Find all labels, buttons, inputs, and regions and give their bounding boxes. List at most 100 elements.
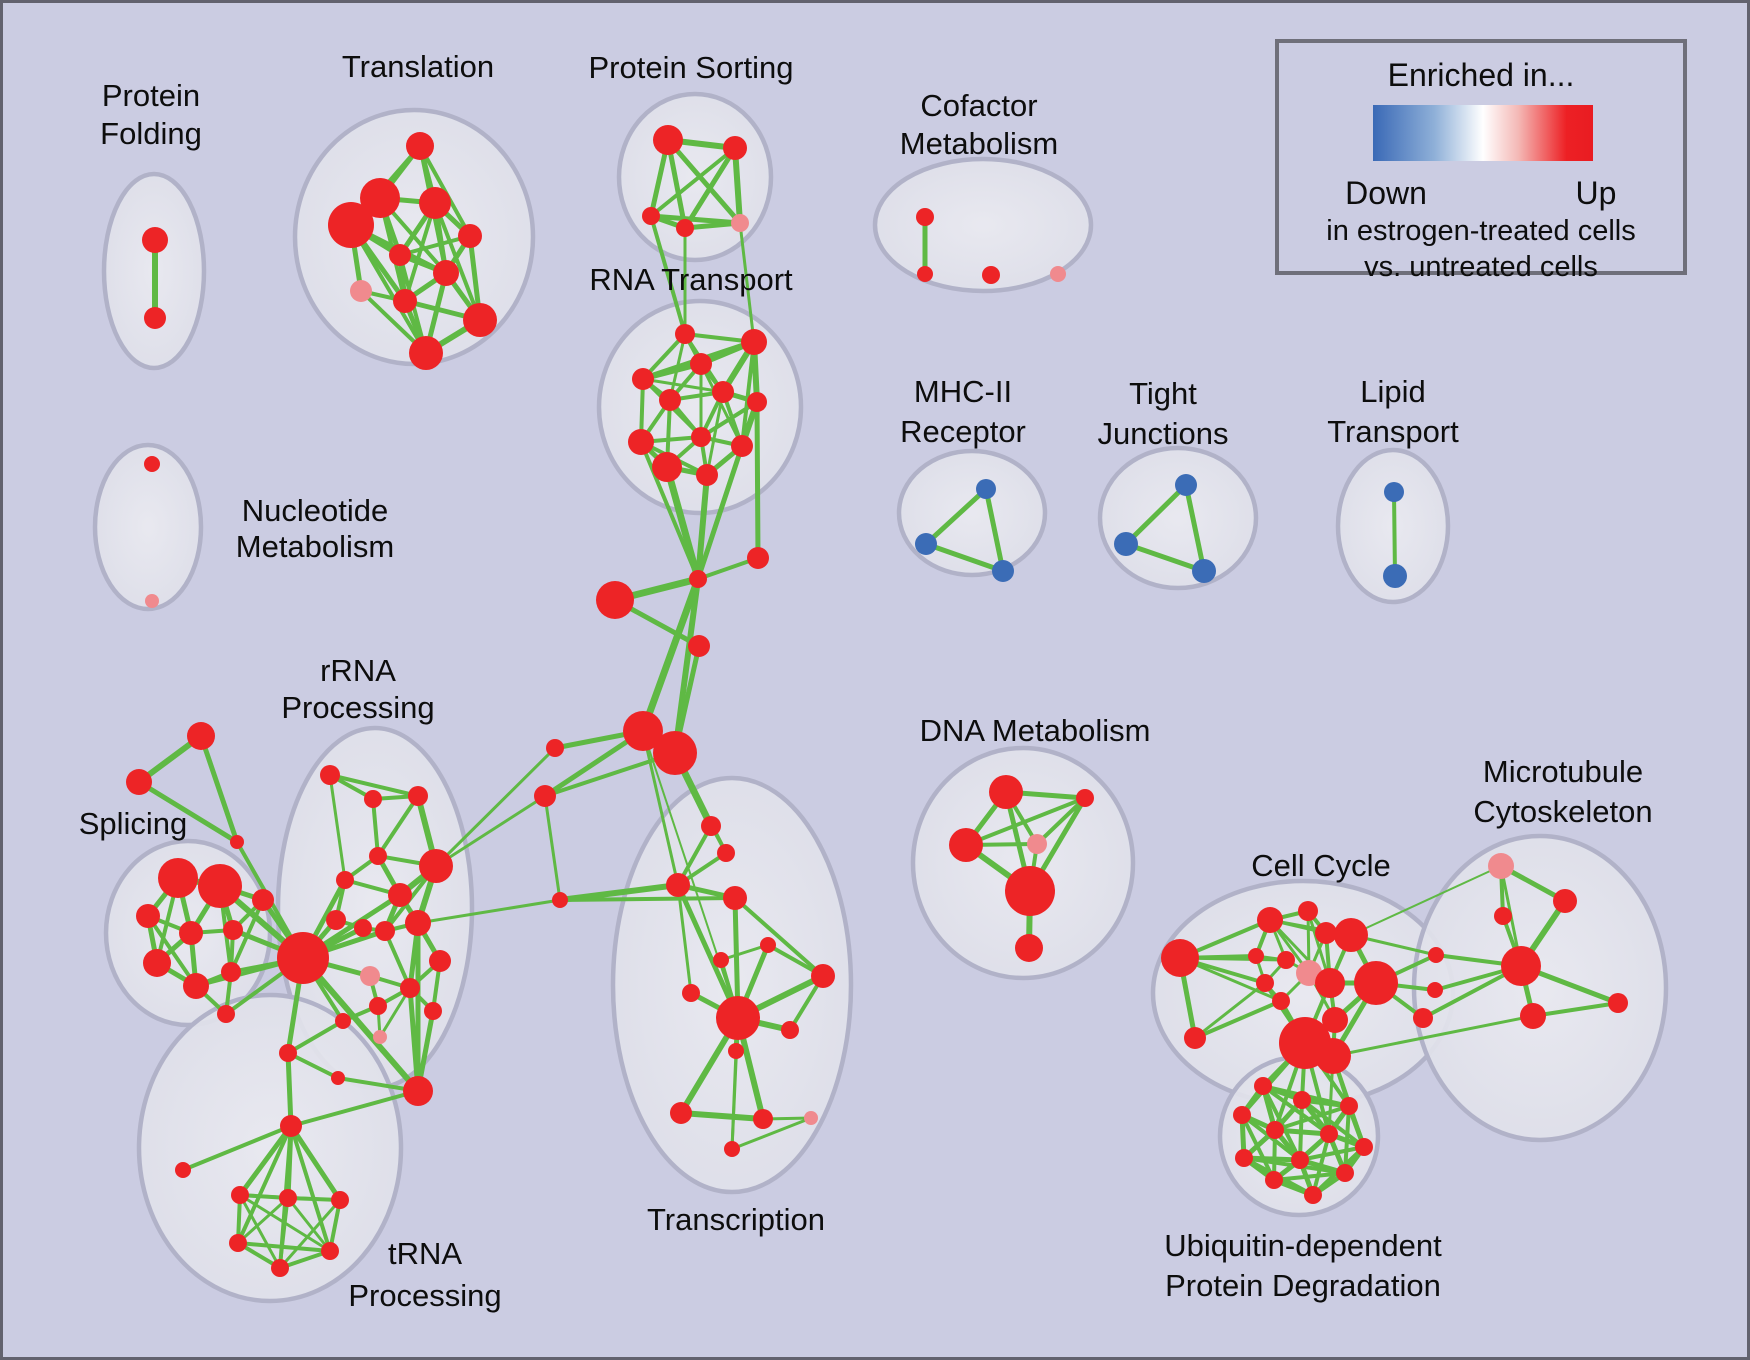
rna-transport-gene-set-node [652,452,682,482]
cell-cycle-gene-set-node [1256,974,1274,992]
ubiquitin-degradation-edge [1273,1104,1351,1132]
dna-metabolism-edge [964,796,1087,847]
splicing-satellite-gene-set-node [126,769,152,795]
splicing-satellite-gene-set-node [230,835,244,849]
connectors-edge [672,576,701,756]
translation-label: Translation [342,49,494,84]
transcription-edge [733,896,825,978]
connectors-gene-set-node [546,739,564,757]
protein-folding-gene-set-node [142,227,168,253]
rrna-processing-edge [376,794,420,858]
ubiquitin-degradation-gene-set-node [1355,1138,1373,1156]
rrna-processing-gene-set-node [364,790,382,808]
dna-metabolism-gene-set-node [1015,934,1043,962]
rna-transport-gene-set-node [747,392,767,412]
rrna-processing-gene-set-node [369,847,387,865]
rrna-processing-gene-set-node [331,1071,345,1085]
protein-sorting-gene-set-node [653,125,683,155]
splicing-gene-set-node [221,962,241,982]
dna-metabolism-gene-set-node [949,828,983,862]
splicing-gene-set-node [198,864,242,908]
rrna-processing-gene-set-node [388,883,412,907]
tight-junctions-edge [1123,541,1207,574]
cell-cycle-gene-set-node [1334,918,1368,952]
rna-transport-gene-set-node [696,464,718,486]
cell-cycle-gene-set-node [1272,992,1290,1010]
translation-edge [403,201,437,303]
translation-gene-set-node [458,224,482,248]
cell-cycle-gene-set-node [1184,1027,1206,1049]
trna-processing-edge [237,1123,294,1198]
rrna-processing-edge [286,1051,340,1080]
inter-cluster-edge [641,729,680,887]
ubiquitin-degradation-gene-set-node [1235,1149,1253,1167]
node-layer [126,125,1628,1277]
transcription-edge [558,896,737,902]
translation-gene-set-node [463,303,497,337]
dna-metabolism-gene-set-node [1027,834,1047,854]
connectors-gene-set-node [623,711,663,751]
cell-cycle-gene-set-node [1315,1038,1351,1074]
trna-processing-gene-set-node [279,1189,297,1207]
microtubule-cytoskeleton-label: Microtubule Cytoskeleton [1473,754,1652,829]
transcription-gene-set-node [666,873,690,897]
translation-gene-set-node [389,244,411,266]
rrna-processing-gene-set-node [277,932,329,984]
protein-sorting-label: Protein Sorting [588,50,793,85]
connectors-gene-set-node [688,635,710,657]
rna-transport-gene-set-node [690,353,712,375]
inter-cluster-edge [639,440,700,581]
ubiquitin-degradation-gene-set-node [1293,1091,1311,1109]
transcription-gene-set-node [716,996,760,1040]
mhc-ii-receptor-gene-set-node [915,533,937,555]
cell-cycle-edge [1193,981,1267,1040]
trna-processing-edge [289,1124,332,1253]
transcription-gene-set-node [552,892,568,908]
connectors-gene-set-node [596,581,634,619]
ubiquitin-degradation-gene-set-node [1265,1171,1283,1189]
protein-folding-gene-set-node [144,307,166,329]
transcription-gene-set-node [701,816,721,836]
inter-cluster-edge [649,214,687,336]
rrna-processing-gene-set-node [326,910,346,930]
transcription-edge [557,882,681,903]
tight-junctions-gene-set-node [1175,474,1197,496]
trna-processing-gene-set-node [231,1186,249,1204]
connectors-gene-set-node [747,547,769,569]
trna-processing-gene-set-node [175,1162,191,1178]
transcription-gene-set-node [724,1141,740,1157]
ubiquitin-degradation-edge [1272,1171,1347,1182]
legend-caption-line2: vs. untreated cells [1364,251,1598,283]
rrna-processing-gene-set-node [403,1076,433,1106]
cofactor-metabolism-gene-set-node [917,266,933,282]
translation-gene-set-node [328,202,374,248]
protein-sorting-edge [682,145,738,231]
dna-metabolism-edge [1035,796,1087,846]
microtubule-cytoskeleton-gene-set-node [1488,853,1514,879]
splicing-satellite-gene-set-node [187,722,215,750]
transcription-gene-set-node [753,1109,773,1129]
tight-junctions-gene-set-node [1192,559,1216,583]
transcription-gene-set-node [760,937,776,953]
cell-cycle-edge [1193,999,1283,1040]
trna-processing-edge [278,1196,290,1270]
microtubule-cytoskeleton-gene-set-node [1428,947,1444,963]
translation-edge [398,234,472,257]
rna-transport-gene-set-node [712,381,734,403]
rrna-processing-gene-set-node [336,871,354,889]
inter-cluster-edge [738,221,756,344]
ubiquitin-degradation-gene-set-node [1291,1151,1309,1169]
trna-processing-edge [236,1124,293,1245]
translation-gene-set-node [350,280,372,302]
microtubule-cytoskeleton-gene-set-node [1494,907,1512,925]
rrna-processing-label: rRNA Processing [281,653,434,725]
ubiquitin-degradation-label: Ubiquitin-dependent Protein Degradation [1164,1228,1442,1303]
mhc-ii-receptor-label: MHC-II Receptor [900,374,1026,449]
rrna-processing-gene-set-node [419,849,453,883]
rna-transport-label: RNA Transport [589,262,793,297]
cell-cycle-gene-set-node [1257,907,1283,933]
rrna-processing-gene-set-node [335,1013,351,1029]
microtubule-cytoskeleton-edge [1531,1001,1620,1018]
cell-cycle-gene-set-node [1322,1007,1348,1033]
